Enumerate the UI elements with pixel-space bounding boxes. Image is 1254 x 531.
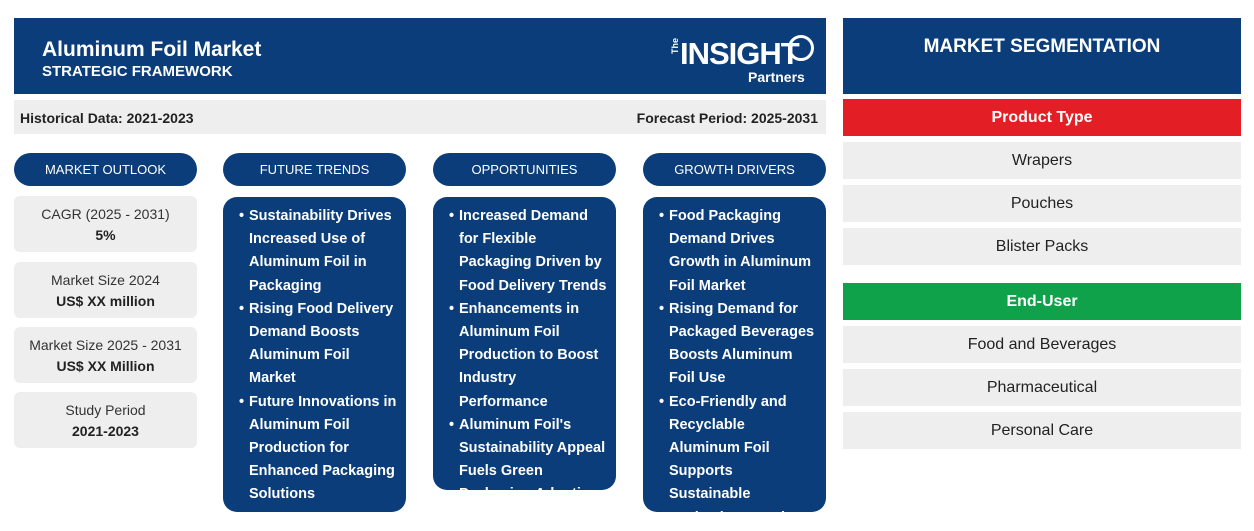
list-item: Eco-Friendly and Recyclable Aluminum Foi… (659, 391, 818, 530)
logo-insight: INSIGHT (680, 36, 800, 71)
growth-drivers-card: Food Packaging Demand Drives Growth in A… (643, 197, 826, 526)
stat-label: Study Period (65, 402, 146, 418)
stat-study-period: Study Period 2021-2023 (14, 392, 197, 448)
report-subtitle: STRATEGIC FRAMEWORK (42, 63, 233, 80)
report-header: Aluminum Foil Market STRATEGIC FRAMEWORK… (14, 18, 826, 94)
segment-item: Wrapers (843, 142, 1241, 179)
stat-value: US$ XX million (56, 293, 155, 309)
lightbulb-icon (788, 35, 814, 61)
stat-label: CAGR (2025 - 2031) (41, 206, 170, 222)
growth-drivers-heading: GROWTH DRIVERS (643, 153, 826, 186)
segment-item: Pouches (843, 185, 1241, 222)
list-item: Increased Demand for Flexible Packaging … (449, 205, 608, 298)
logo-the: The (670, 37, 680, 54)
stat-cagr: CAGR (2025 - 2031) 5% (14, 196, 197, 252)
periods-bar: Historical Data: 2021-2023 Forecast Peri… (14, 100, 826, 134)
market-segmentation-heading: MARKET SEGMENTATION (843, 18, 1241, 94)
segment-item: Pharmaceutical (843, 369, 1241, 406)
segment-item: Personal Care (843, 412, 1241, 449)
stat-value: 5% (95, 227, 116, 243)
segment-item: Food and Beverages (843, 326, 1241, 363)
opportunities-card: Increased Demand for Flexible Packaging … (433, 197, 616, 502)
list-item: Future Innovations in Aluminum Foil Prod… (239, 391, 398, 507)
segment-item: Blister Packs (843, 228, 1241, 265)
opportunities-heading: OPPORTUNITIES (433, 153, 616, 186)
report-title: Aluminum Foil Market (42, 38, 262, 61)
stat-value: US$ XX Million (56, 358, 155, 374)
list-item: Rising Demand for Packaged Beverages Boo… (659, 298, 818, 391)
list-item: Rising Food Delivery Demand Boosts Alumi… (239, 298, 398, 391)
historical-data: Historical Data: 2021-2023 (20, 110, 194, 126)
list-item: Enhancements in Aluminum Foil Production… (449, 298, 608, 414)
logo-partners: Partners (748, 69, 805, 85)
list-item: Aluminum Foil's Sustainability Appeal Fu… (449, 414, 608, 507)
stat-market-size-2024: Market Size 2024 US$ XX million (14, 262, 197, 318)
forecast-period: Forecast Period: 2025-2031 (636, 110, 818, 126)
stat-label: Market Size 2025 - 2031 (29, 337, 182, 353)
insight-partners-logo: The INSIGHT Partners (666, 32, 816, 88)
stat-market-size-forecast: Market Size 2025 - 2031 US$ XX Million (14, 327, 197, 383)
market-outlook-heading: MARKET OUTLOOK (14, 153, 197, 186)
segment-title-end-user: End-User (843, 283, 1241, 320)
future-trends-card: Sustainability Drives Increased Use of A… (223, 197, 406, 512)
future-trends-heading: FUTURE TRENDS (223, 153, 406, 186)
list-item: Food Packaging Demand Drives Growth in A… (659, 205, 818, 298)
list-item: Sustainability Drives Increased Use of A… (239, 205, 398, 298)
stat-label: Market Size 2024 (51, 272, 160, 288)
stat-value: 2021-2023 (72, 423, 139, 439)
segment-title-product-type: Product Type (843, 99, 1241, 136)
